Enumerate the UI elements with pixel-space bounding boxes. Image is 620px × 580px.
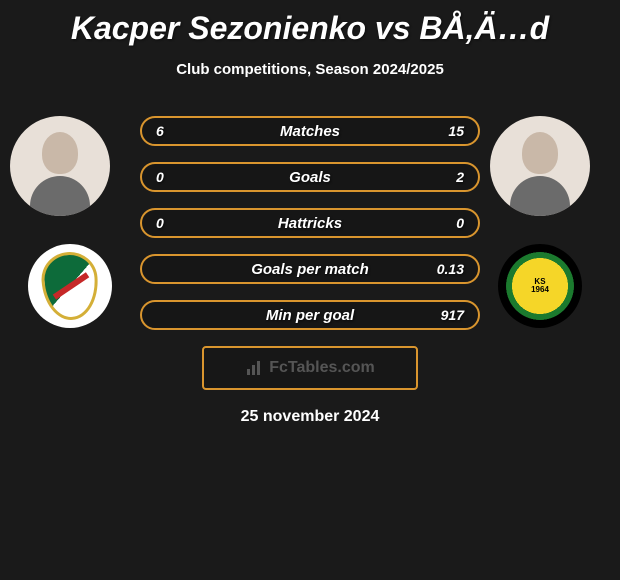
watermark: FcTables.com bbox=[202, 346, 418, 390]
stat-left-value: 6 bbox=[156, 123, 164, 139]
stat-label: Goals bbox=[289, 169, 331, 186]
stat-row-goals-per-match: Goals per match 0.13 bbox=[140, 254, 480, 284]
watermark-text: FcTables.com bbox=[269, 359, 375, 377]
crest-icon bbox=[40, 250, 101, 322]
page-subtitle: Club competitions, Season 2024/2025 bbox=[0, 61, 620, 78]
date-text: 25 november 2024 bbox=[0, 408, 620, 426]
stat-row-matches: 6 Matches 15 bbox=[140, 116, 480, 146]
player-left-avatar bbox=[10, 116, 110, 216]
stat-left-value: 0 bbox=[156, 169, 164, 185]
stat-rows: 6 Matches 15 0 Goals 2 0 Hattricks 0 Goa… bbox=[140, 116, 480, 330]
stat-row-min-per-goal: Min per goal 917 bbox=[140, 300, 480, 330]
stat-left-value: 0 bbox=[156, 215, 164, 231]
stat-label: Goals per match bbox=[251, 261, 369, 278]
stat-right-value: 15 bbox=[448, 123, 464, 139]
stat-right-value: 2 bbox=[456, 169, 464, 185]
stat-label: Min per goal bbox=[266, 307, 354, 324]
chart-icon bbox=[245, 359, 263, 377]
page-title: Kacper Sezonienko vs BÅ‚Ä…d bbox=[0, 0, 620, 47]
stat-right-value: 0 bbox=[456, 215, 464, 231]
comparison-card: Kacper Sezonienko vs BÅ‚Ä…d Club competi… bbox=[0, 0, 620, 426]
crest-icon: KS1964 bbox=[506, 252, 574, 320]
stat-label: Matches bbox=[280, 123, 340, 140]
stat-row-hattricks: 0 Hattricks 0 bbox=[140, 208, 480, 238]
club-left-logo bbox=[28, 244, 112, 328]
person-icon bbox=[30, 126, 90, 206]
stat-label: Hattricks bbox=[278, 215, 342, 232]
person-icon bbox=[510, 126, 570, 206]
player-right-avatar bbox=[490, 116, 590, 216]
stat-right-value: 0.13 bbox=[437, 261, 464, 277]
stat-right-value: 917 bbox=[441, 307, 464, 323]
stat-row-goals: 0 Goals 2 bbox=[140, 162, 480, 192]
club-right-logo: KS1964 bbox=[498, 244, 582, 328]
main-area: KS1964 6 Matches 15 0 Goals 2 0 Hattrick… bbox=[0, 116, 620, 426]
